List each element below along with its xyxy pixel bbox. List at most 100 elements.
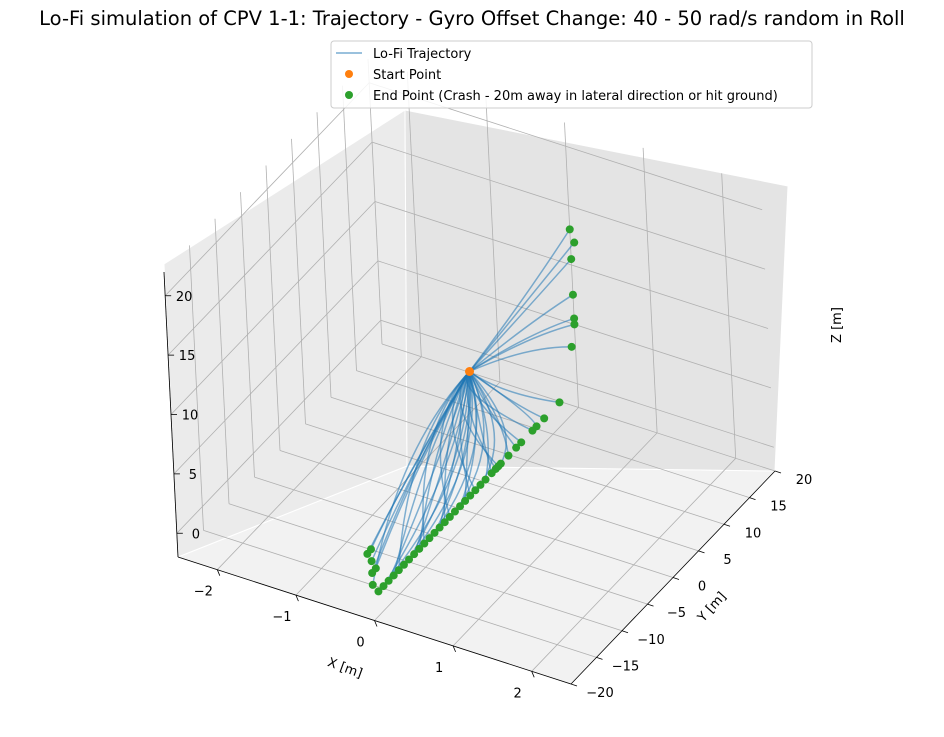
trajectory-line xyxy=(387,371,471,582)
z-gridline xyxy=(380,319,774,448)
end-point-marker xyxy=(435,523,444,532)
legend: Lo-Fi Trajectory Start Point End Point (… xyxy=(330,40,813,109)
z-gridline xyxy=(164,82,370,297)
trajectory-line xyxy=(375,371,471,569)
y-tick-mark xyxy=(774,470,782,474)
end-point-marker xyxy=(399,560,408,569)
end-point-marker xyxy=(367,557,376,566)
x-tick-label: 2 xyxy=(514,686,522,701)
y-tick-label: −15 xyxy=(612,659,639,674)
z-tick-label: 15 xyxy=(179,349,196,364)
y-tick-label: 0 xyxy=(698,580,706,595)
trajectory-line xyxy=(413,371,471,555)
end-point-marker xyxy=(415,544,424,553)
end-point-marker xyxy=(394,566,403,575)
trajectory-line xyxy=(428,371,478,539)
trajectory-lines xyxy=(366,228,575,592)
end-point-marker xyxy=(466,491,475,500)
legend-label-start: Start Point xyxy=(373,68,441,83)
trajectory-line xyxy=(382,371,471,587)
start-point xyxy=(465,367,474,376)
y-gridline xyxy=(305,423,699,552)
x-tick-mark xyxy=(216,569,221,576)
trajectory-line xyxy=(469,294,574,373)
y-tick-mark xyxy=(647,603,654,607)
end-point-marker xyxy=(368,580,377,589)
end-point-marker xyxy=(567,255,576,264)
end-point-marker xyxy=(425,534,434,543)
z-tick-label: 0 xyxy=(192,527,200,542)
end-point-marker xyxy=(384,576,393,585)
end-point-marker xyxy=(568,290,577,299)
z-gridline xyxy=(176,319,382,534)
axes xyxy=(163,271,782,687)
z-tick-label: 10 xyxy=(182,409,199,424)
legend-label-end: End Point (Crash - 20m away in lateral d… xyxy=(373,89,778,104)
trajectory-line xyxy=(469,346,572,373)
x-tick-label: 0 xyxy=(356,636,364,651)
end-point-marker xyxy=(517,438,526,447)
end-point-marker xyxy=(567,342,576,351)
end-point-marker xyxy=(374,587,383,596)
end-point-marker xyxy=(555,398,564,407)
x-tick-label: −1 xyxy=(272,610,291,625)
z-tick-label: 20 xyxy=(176,290,193,305)
trajectory-line xyxy=(418,371,471,549)
end-point-marker xyxy=(504,451,513,460)
plot-area xyxy=(163,58,789,687)
y-tick-mark xyxy=(596,656,603,660)
legend-start-swatch xyxy=(345,70,353,78)
z-tick-label: 5 xyxy=(189,468,197,483)
y-tick-label: 15 xyxy=(770,500,787,515)
x-tick-mark xyxy=(374,620,378,627)
end-point-marker xyxy=(445,512,454,521)
y-tick-label: −10 xyxy=(637,633,664,648)
trajectory-line xyxy=(454,371,485,512)
z-gridline xyxy=(374,201,769,329)
end-point-marker xyxy=(379,582,388,591)
legend-frame xyxy=(330,40,813,109)
z-tick-labels: 0 5 10 15 20 xyxy=(176,290,200,543)
y-gridline xyxy=(381,343,776,472)
end-point-marker xyxy=(363,549,372,558)
y-gridline xyxy=(254,476,648,605)
end-point-marker xyxy=(461,496,470,505)
y-tick-label: −5 xyxy=(667,606,686,621)
trajectory-line xyxy=(468,258,572,373)
z-axis-label: Z [m] xyxy=(830,307,845,343)
y-tick-label: 20 xyxy=(796,473,813,488)
end-point-marker xyxy=(570,314,579,323)
y-gridline xyxy=(330,396,725,525)
trajectory-line xyxy=(468,228,571,372)
end-point-marker xyxy=(476,480,485,489)
end-point-marker xyxy=(440,518,449,527)
trajectory-line xyxy=(468,242,575,372)
y-gridline xyxy=(228,503,623,632)
x-tick-mark xyxy=(531,671,535,678)
y-tick-mark xyxy=(570,683,578,687)
trajectory-line xyxy=(468,371,496,486)
x-tick-mark xyxy=(452,645,456,653)
end-point-marker xyxy=(528,426,537,435)
y-gridline xyxy=(356,370,750,499)
end-point-marker xyxy=(487,469,496,478)
trajectory-line xyxy=(443,371,471,523)
y-tick-mark xyxy=(749,497,756,501)
x-axis-label: X [m] xyxy=(325,655,364,681)
x-tick-labels: −2 −1 0 1 2 xyxy=(194,585,522,702)
end-point-marker xyxy=(420,539,429,548)
end-point-marker xyxy=(389,571,398,580)
z-gridline xyxy=(173,260,379,475)
y-tick-label: 10 xyxy=(745,526,762,541)
chart-title: Lo-Fi simulation of CPV 1-1: Trajectory … xyxy=(39,7,905,30)
end-point-marker xyxy=(410,550,419,559)
end-point-marker xyxy=(371,564,380,573)
z-gridline xyxy=(170,201,376,415)
y-tick-labels: −20 −15 −10−5 0 5 10 15 20 xyxy=(586,473,812,701)
start-point-marker xyxy=(465,367,474,376)
end-point-marker xyxy=(570,238,579,247)
y-tick-mark xyxy=(621,630,629,634)
y-tick-mark xyxy=(723,523,731,527)
trajectory-line xyxy=(408,371,471,560)
